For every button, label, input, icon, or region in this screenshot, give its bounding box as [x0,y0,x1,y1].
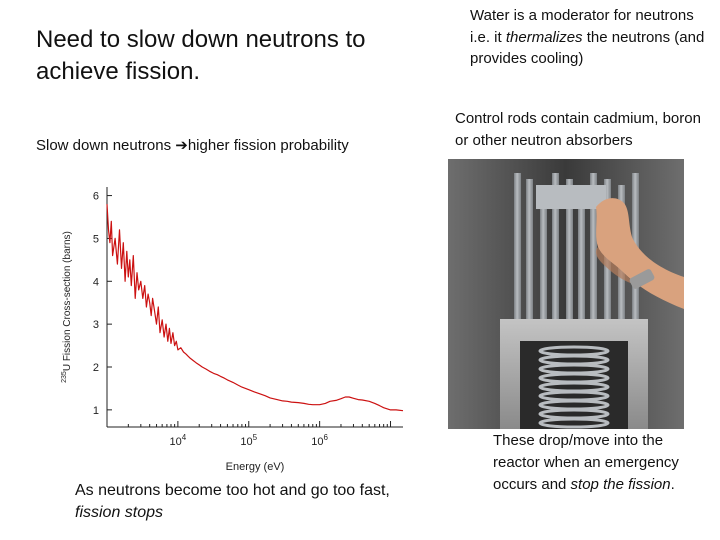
x-axis-label: Energy (eV) [226,461,285,473]
control-rod [566,179,573,319]
water-note-start: Water is a moderator for neutrons i.e. i… [470,7,694,46]
slow-down-statement: Slow down neutrons ➔higher fission proba… [36,136,416,156]
drop-note-emphasis: stop the fission [570,476,671,493]
y-tick-label: 2 [93,362,99,374]
y-tick-label: 1 [93,405,99,417]
higher-probability-text: higher fission probability [187,137,349,154]
x-tick-label: 105 [240,433,257,448]
control-rod [590,173,597,319]
coil-ring [538,417,610,429]
control-rod [578,185,585,319]
control-rods-photo [448,159,684,429]
cross-section-series-line [106,204,404,412]
water-note-end: the neutrons (and provides cooling) [470,28,705,68]
water-moderator-note: Water is a moderator for neutrons i.e. i… [470,5,710,70]
slow-down-text: Slow down neutrons [36,137,176,154]
drop-note-start: These drop/move into the reactor when an… [493,432,679,493]
control-rod [514,173,521,319]
x-tick-label: 106 [311,433,328,448]
fission-cross-section-chart: 1 2 3 4 5 6 104 105 106 Energy (eV) 235U Fission C… [61,187,404,473]
y-tick-label: 4 [93,276,99,288]
control-rod [552,173,559,319]
slide-title: Need to slow down neutrons to achieve fi… [36,26,366,85]
right-arrow-icon: ➔ [175,137,188,154]
y-tick-label: 6 [93,191,99,203]
control-rod [526,179,533,319]
control-rods-note: Control rods contain cadmium, boron or o… [455,110,701,149]
control-rod [540,185,547,319]
lower-coils [538,345,610,429]
y-tick-label: 5 [93,233,99,245]
drop-into-reactor-note: These drop/move into the reactor when an… [493,430,713,496]
wristwatch [629,269,655,289]
y-axis-label: 235U Fission Cross-section (barns) [61,231,73,383]
hand-and-arm [596,198,684,309]
water-note-emphasis: thermalizes [505,28,583,46]
too-fast-note-emphasis: fission stops [75,504,164,521]
x-tick-label: 104 [170,433,187,448]
too-fast-note-start: As neutrons become too hot and go too fa… [75,482,390,499]
y-tick-label: 3 [93,319,99,331]
drop-note-end: . [670,476,675,493]
rod-hub [536,185,606,209]
too-fast-note: As neutrons become too hot and go too fa… [75,480,405,524]
